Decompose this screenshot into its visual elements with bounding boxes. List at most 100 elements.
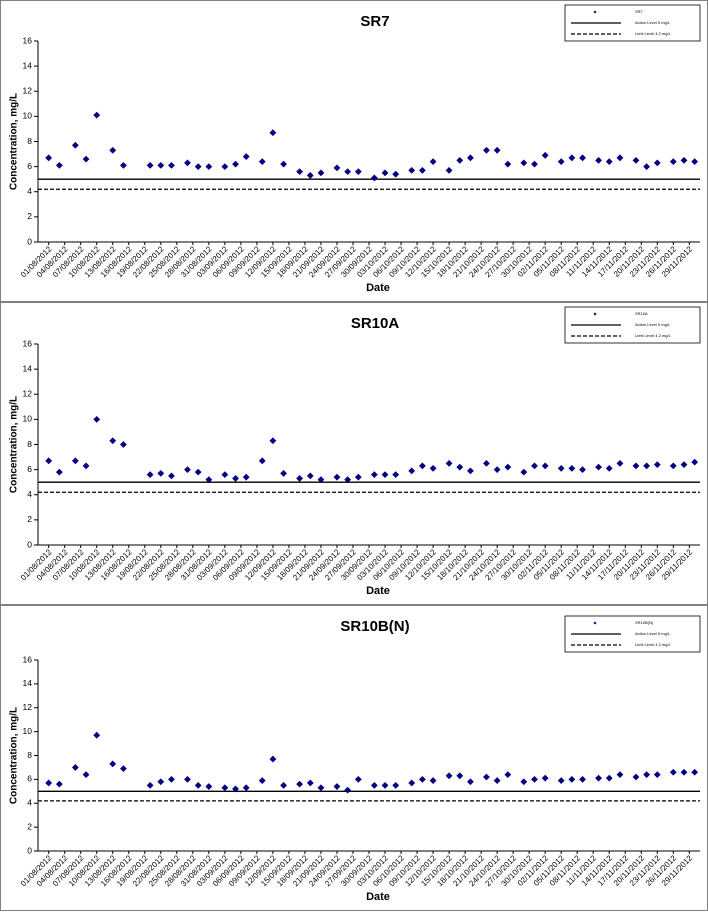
data-point	[493, 777, 501, 784]
data-point	[205, 476, 213, 484]
data-point	[429, 464, 437, 472]
y-tick-label: 8	[27, 136, 32, 146]
data-point	[445, 166, 453, 174]
data-point	[333, 473, 341, 481]
data-point	[445, 459, 453, 467]
data-point	[45, 457, 53, 465]
data-point	[595, 156, 602, 164]
data-point	[82, 771, 90, 778]
data-point	[541, 462, 549, 470]
data-point	[429, 158, 437, 165]
y-axis-label: Concentration, mg/L	[9, 396, 20, 493]
data-point	[146, 471, 154, 479]
data-point	[467, 778, 474, 786]
data-point	[120, 765, 127, 773]
data-point	[205, 163, 213, 171]
data-point	[653, 159, 661, 167]
data-point	[595, 774, 602, 782]
data-point	[392, 781, 400, 789]
chart-title: SR10A	[351, 315, 400, 332]
data-point	[418, 775, 426, 783]
data-point	[242, 153, 250, 160]
data-point	[568, 775, 576, 783]
data-point	[280, 469, 287, 477]
data-point	[392, 471, 400, 479]
legend-label: Action Level 5 mg/L	[635, 20, 671, 25]
data-point	[568, 154, 576, 162]
x-axis-label: Date	[366, 282, 390, 294]
data-point	[109, 760, 117, 768]
x-axis-label: Date	[366, 891, 390, 903]
data-point	[616, 771, 624, 778]
data-point	[55, 161, 63, 169]
data-point	[45, 154, 53, 162]
data-point	[317, 476, 325, 484]
data-point	[557, 777, 565, 784]
data-point	[296, 475, 303, 482]
data-point	[408, 779, 416, 787]
data-point	[344, 476, 352, 484]
data-point	[242, 784, 250, 792]
chart-title: SR10B(N)	[340, 618, 409, 635]
chart-panel: SR10A Concentration, mg/L Date 0 2 4 6 8 10 12 14 1…	[0, 302, 708, 605]
data-point	[605, 464, 613, 472]
data-point	[541, 151, 549, 159]
data-point	[258, 158, 266, 165]
data-point	[109, 437, 117, 445]
data-point	[669, 462, 677, 470]
legend-label: Limit Level 4.2 mg/L	[635, 333, 672, 338]
data-point	[280, 160, 287, 168]
data-point	[55, 468, 63, 476]
data-point	[157, 161, 165, 169]
y-tick-label: 8	[27, 439, 32, 449]
data-point	[579, 466, 586, 474]
data-point	[184, 466, 191, 474]
y-tick-label: 0	[27, 845, 32, 855]
data-point	[632, 156, 640, 164]
data-point	[194, 468, 202, 476]
data-point	[456, 772, 464, 780]
y-tick-label: 4	[27, 186, 32, 196]
data-point	[643, 462, 651, 470]
data-point	[392, 170, 400, 178]
data-point	[317, 784, 325, 792]
data-point	[520, 468, 528, 476]
y-tick-label: 8	[27, 750, 32, 760]
data-point	[691, 458, 699, 466]
y-tick-label: 0	[27, 539, 32, 549]
data-point	[531, 462, 538, 470]
data-point	[643, 771, 651, 778]
data-point	[680, 768, 688, 776]
data-point	[531, 160, 538, 168]
data-point	[317, 169, 325, 177]
data-point	[45, 779, 53, 787]
y-tick-label: 14	[23, 363, 33, 373]
data-point	[71, 764, 79, 771]
data-point	[531, 775, 538, 783]
legend-marker	[593, 10, 597, 14]
data-point	[306, 779, 314, 787]
legend-label: Limit Level 4.2 mg/L	[635, 31, 672, 36]
data-point	[493, 466, 501, 474]
data-point	[418, 166, 426, 174]
data-point	[595, 463, 602, 471]
y-tick-label: 2	[27, 821, 32, 831]
y-tick-label: 12	[23, 86, 33, 96]
y-tick-label: 12	[23, 702, 33, 712]
data-point	[504, 160, 512, 168]
data-point	[653, 461, 661, 468]
data-point	[632, 462, 640, 470]
data-point	[258, 777, 266, 784]
legend-label: SR10A	[635, 311, 648, 316]
data-point	[146, 781, 154, 789]
data-point	[93, 415, 101, 423]
data-point	[168, 161, 175, 169]
data-point	[408, 166, 416, 174]
y-tick-label: 2	[27, 514, 32, 524]
data-point	[483, 459, 490, 467]
data-point	[483, 146, 490, 154]
data-point	[483, 773, 490, 781]
data-point	[221, 163, 229, 171]
